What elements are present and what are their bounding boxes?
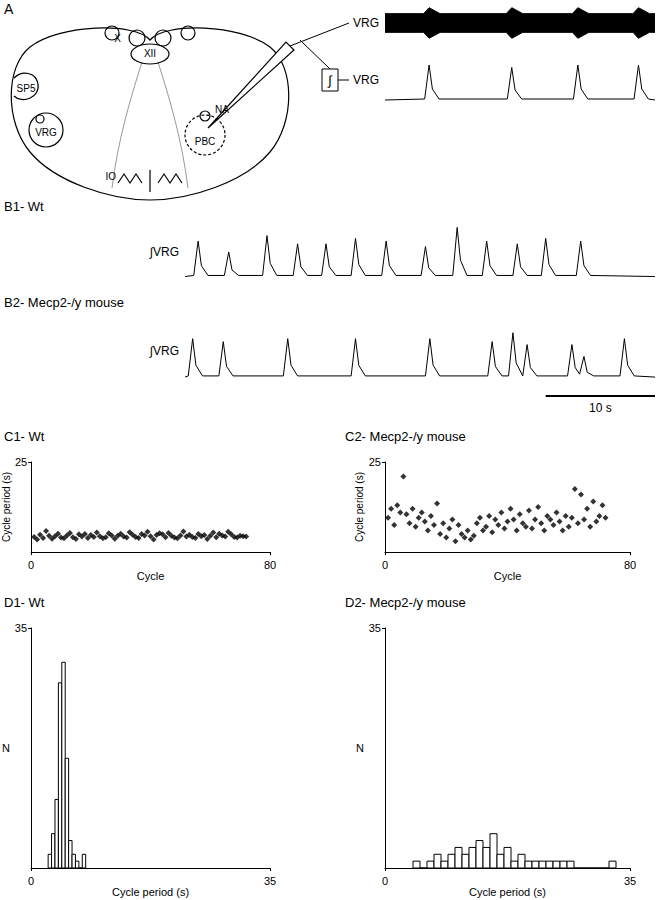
svg-text:0: 0	[382, 875, 388, 887]
svg-text:0: 0	[382, 559, 388, 571]
svg-text:Cycle period (s): Cycle period (s)	[469, 886, 546, 898]
svg-text:Cycle period (s): Cycle period (s)	[112, 886, 189, 898]
svg-text:35: 35	[264, 875, 276, 887]
svg-text:IO: IO	[105, 171, 116, 182]
svg-text:∫VRG: ∫VRG	[149, 245, 179, 259]
svg-text:25: 25	[15, 456, 27, 468]
svg-text:SP5: SP5	[17, 83, 36, 94]
svg-text:N: N	[2, 742, 10, 754]
svg-text:35: 35	[369, 622, 381, 634]
svg-text:XII: XII	[144, 48, 156, 59]
svg-text:B1- Wt: B1- Wt	[4, 199, 44, 214]
svg-text:X: X	[114, 33, 121, 44]
svg-text:35: 35	[624, 875, 636, 887]
svg-text:80: 80	[624, 559, 636, 571]
svg-text:C1- Wt: C1- Wt	[4, 429, 45, 444]
svg-text:0: 0	[28, 559, 34, 571]
svg-text:VRG: VRG	[35, 127, 57, 138]
svg-text:∫: ∫	[327, 73, 333, 88]
svg-text:C2- Mecp2-/y mouse: C2- Mecp2-/y mouse	[345, 429, 466, 444]
svg-text:B2- Mecp2-/y mouse: B2- Mecp2-/y mouse	[4, 295, 124, 310]
svg-text:0: 0	[28, 875, 34, 887]
svg-text:NA: NA	[215, 104, 229, 115]
svg-text:∫VRG: ∫VRG	[149, 344, 179, 358]
svg-text:VRG: VRG	[353, 16, 379, 30]
svg-text:Cycle period (s): Cycle period (s)	[1, 472, 12, 542]
svg-text:Cycle period (s): Cycle period (s)	[354, 472, 365, 542]
svg-text:VRG: VRG	[353, 73, 379, 87]
svg-text:N: N	[356, 742, 364, 754]
svg-text:80: 80	[264, 559, 276, 571]
svg-text:10 s: 10 s	[589, 401, 612, 415]
svg-text:D1- Wt: D1- Wt	[4, 595, 45, 610]
svg-text:35: 35	[15, 622, 27, 634]
svg-text:D2- Mecp2-/y mouse: D2- Mecp2-/y mouse	[345, 595, 466, 610]
svg-text:Cycle: Cycle	[494, 570, 522, 582]
svg-text:Cycle: Cycle	[137, 570, 165, 582]
svg-text:PBC: PBC	[195, 136, 216, 147]
svg-text:25: 25	[369, 456, 381, 468]
svg-text:A: A	[4, 1, 14, 17]
